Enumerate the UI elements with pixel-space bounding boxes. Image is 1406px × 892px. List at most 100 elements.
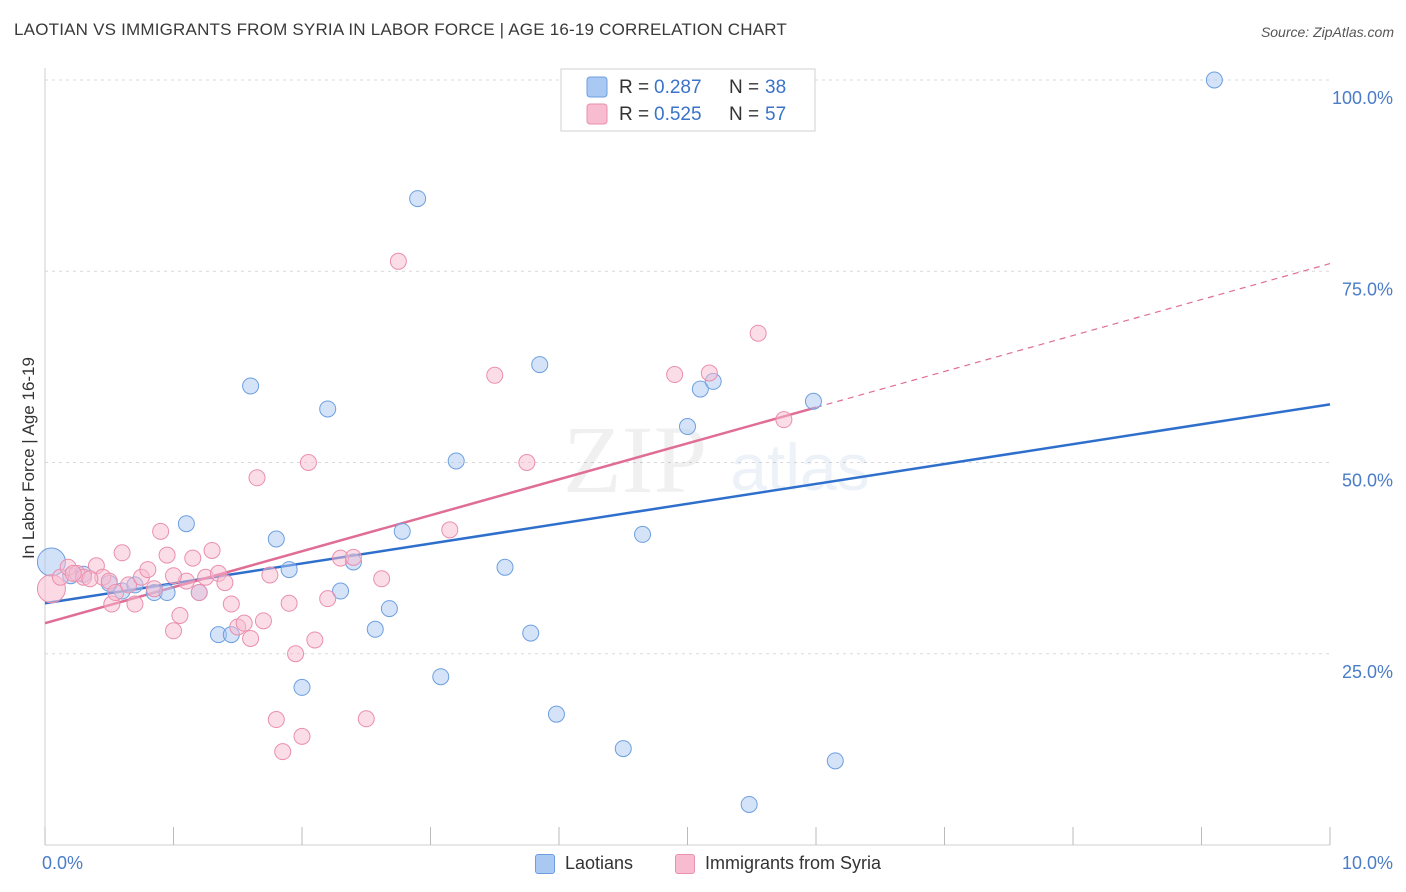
syria-point bbox=[666, 366, 684, 384]
y-tick-label: 100.0% bbox=[1332, 88, 1393, 108]
syria-point bbox=[120, 576, 138, 594]
laotian-point bbox=[293, 678, 311, 696]
bottom-legend: Laotians Immigrants from Syria bbox=[0, 850, 1406, 880]
laotian-point bbox=[1205, 71, 1223, 89]
chart-title: LAOTIAN VS IMMIGRANTS FROM SYRIA IN LABO… bbox=[14, 20, 787, 39]
syria-point bbox=[203, 541, 221, 559]
laotian-point bbox=[177, 515, 195, 533]
syria-point bbox=[274, 743, 292, 761]
syria-point bbox=[319, 590, 337, 608]
y-tick-label: 75.0% bbox=[1342, 279, 1393, 299]
syria-point bbox=[700, 364, 718, 382]
legend-r-value: 0.525 bbox=[654, 104, 702, 125]
syria-point bbox=[357, 710, 375, 728]
syria-point bbox=[306, 631, 324, 649]
legend-item-syria[interactable]: Immigrants from Syria bbox=[675, 853, 881, 874]
syria-point bbox=[267, 711, 285, 729]
syria-point bbox=[248, 469, 266, 487]
laotian-point bbox=[366, 620, 384, 638]
legend-label: Immigrants from Syria bbox=[705, 853, 882, 873]
laotian-trend-line bbox=[44, 403, 1331, 605]
syria-trend-extension bbox=[815, 263, 1331, 408]
syria-point bbox=[64, 564, 82, 582]
laotian-point bbox=[280, 561, 298, 579]
y-tick-label: 50.0% bbox=[1342, 471, 1393, 491]
laotian-point bbox=[531, 356, 549, 374]
syria-point bbox=[145, 580, 163, 598]
syria-point bbox=[518, 454, 536, 471]
laotian-point bbox=[393, 522, 411, 540]
syria-point bbox=[441, 521, 459, 539]
legend-r-label: R = bbox=[619, 77, 649, 98]
legend-n-value: 57 bbox=[765, 104, 786, 125]
syria-point bbox=[242, 629, 260, 647]
syria-point bbox=[81, 570, 99, 588]
syria-point bbox=[293, 727, 311, 745]
laotian-point bbox=[804, 392, 822, 410]
syria-point bbox=[299, 454, 317, 471]
syria-point bbox=[152, 522, 170, 540]
syria-point bbox=[184, 549, 202, 567]
syria-point bbox=[107, 584, 125, 602]
tick-labels: 25.0% 50.0% 75.0% 100.0% 0.0% 10.0% bbox=[42, 88, 1393, 873]
x-tick-label: 0.0% bbox=[42, 853, 83, 873]
x-tick-label: 10.0% bbox=[1342, 853, 1393, 873]
watermark: ZIP atlas bbox=[563, 406, 870, 513]
syria-point bbox=[287, 645, 305, 663]
laotian-point bbox=[826, 752, 844, 770]
legend-n-label: N = bbox=[729, 104, 759, 125]
legend-r-value: 0.287 bbox=[654, 77, 702, 98]
legend-box: R = 0.287 N = 38 R = 0.525 N = 57 bbox=[560, 68, 816, 132]
laotian-point bbox=[332, 582, 350, 600]
syria-point bbox=[254, 612, 272, 630]
data-points bbox=[36, 71, 1223, 813]
y-tick-label: 25.0% bbox=[1342, 662, 1393, 682]
laotian-point bbox=[679, 418, 696, 436]
watermark-atlas: atlas bbox=[730, 430, 869, 504]
laotian-point bbox=[496, 558, 514, 576]
legend-n-value: 38 bbox=[765, 77, 786, 98]
laotian-point bbox=[634, 525, 652, 543]
laotian-point bbox=[409, 190, 427, 208]
syria-point bbox=[190, 584, 208, 602]
legend-n-label: N = bbox=[729, 77, 759, 98]
legend-swatch-syria bbox=[586, 103, 608, 125]
laotian-point bbox=[380, 600, 398, 618]
laotian-point bbox=[614, 740, 632, 758]
syria-point bbox=[235, 614, 253, 632]
y-axis-label: In Labor Force | Age 16-19 bbox=[19, 357, 38, 559]
laotian-point bbox=[267, 530, 285, 548]
laotian-point bbox=[447, 452, 465, 470]
laotian-point bbox=[691, 380, 709, 398]
syria-point bbox=[389, 252, 407, 270]
syria-point bbox=[216, 574, 234, 592]
syria-point bbox=[775, 411, 793, 429]
syria-point bbox=[344, 548, 362, 566]
axes bbox=[44, 68, 1331, 846]
laotian-point bbox=[319, 400, 337, 418]
syria-point bbox=[373, 570, 391, 588]
laotian-point bbox=[242, 377, 260, 395]
legend-swatch-icon bbox=[675, 853, 695, 874]
legend-label: Laotians bbox=[565, 853, 634, 873]
syria-point bbox=[222, 595, 240, 613]
syria-point bbox=[165, 567, 182, 585]
legend-item-laotians[interactable]: Laotians bbox=[535, 853, 633, 874]
syria-point bbox=[165, 622, 182, 640]
syria-point bbox=[280, 594, 298, 612]
laotian-point bbox=[432, 668, 450, 686]
legend-swatch-icon bbox=[535, 853, 555, 874]
syria-point bbox=[158, 546, 176, 564]
source-label: Source: ZipAtlas.com bbox=[1260, 24, 1394, 40]
syria-point bbox=[139, 561, 157, 579]
syria-point bbox=[171, 607, 189, 624]
legend-swatch-laotians bbox=[586, 76, 608, 98]
trend-lines bbox=[44, 263, 1331, 625]
syria-point bbox=[261, 566, 279, 584]
syria-point bbox=[486, 366, 504, 384]
laotian-point bbox=[522, 624, 540, 642]
grid-lines bbox=[45, 79, 1330, 655]
syria-point bbox=[113, 544, 131, 562]
laotian-point bbox=[740, 795, 758, 813]
